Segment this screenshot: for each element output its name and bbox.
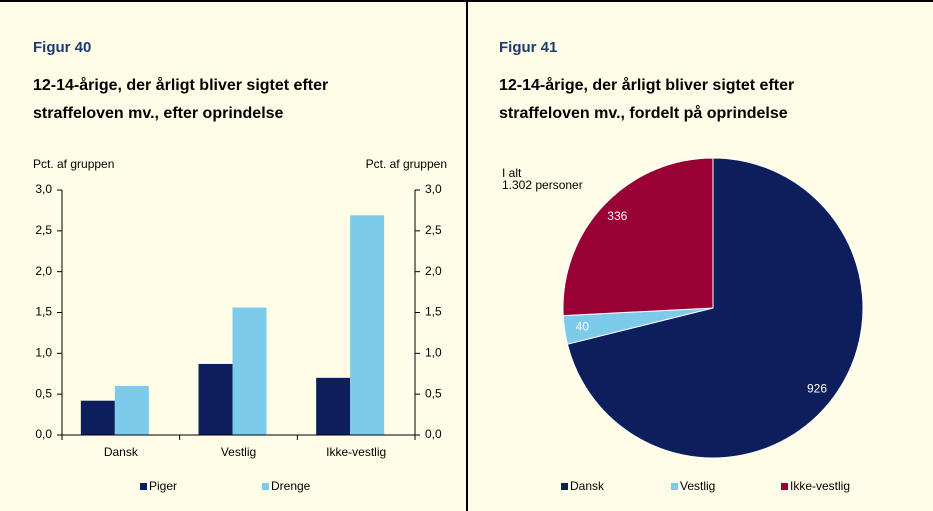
legend-label: Drenge [271,479,311,493]
y-tick-label: 2,0 [35,264,52,278]
legend-label: Vestlig [680,479,715,493]
y2-tick-label: 1,5 [425,305,442,319]
annotation: 1.302 personer [502,178,583,192]
legend-swatch [561,483,568,490]
bar [198,363,233,435]
y-tick-label: 3,0 [35,182,52,196]
y2-tick-label: 1,0 [425,346,442,360]
figure-heading: Figur 41 [499,39,557,56]
x-tick-label: Dansk [104,445,139,459]
data-label: 926 [807,381,827,395]
legend-label: Dansk [570,479,605,493]
y-axis-label: Pct. af gruppen [33,157,114,171]
chart-title: straffeloven mv., efter oprindelse [33,105,284,122]
bar [350,215,385,435]
bar [316,377,351,435]
legend-swatch [140,483,147,490]
bar [232,307,267,435]
y2-tick-label: 0,0 [425,427,442,441]
y-tick-label: 1,0 [35,346,52,360]
y2-axis-label: Pct. af gruppen [366,157,447,171]
y-tick-label: 2,5 [35,223,52,237]
legend-swatch [262,483,269,490]
legend-swatch [671,483,678,490]
bar [114,386,149,435]
legend-swatch [781,483,788,490]
figure-heading: Figur 40 [33,39,91,56]
legend-label: Piger [149,479,177,493]
x-tick-label: Vestlig [221,445,256,459]
pie-slice [566,157,864,459]
y2-tick-label: 2,5 [425,223,442,237]
chart-title: 12-14-årige, der årligt bliver sigtet ef… [499,76,794,94]
pie-slice [562,157,714,317]
annotation: I alt [502,166,522,180]
y2-tick-label: 3,0 [425,182,442,196]
chart-title: straffeloven mv., fordelt på oprindelse [499,104,788,122]
data-label: 336 [607,209,627,223]
y-tick-label: 0,0 [35,427,52,441]
chart-title: 12-14-årige, der årligt bliver sigtet ef… [33,76,328,94]
bar [80,400,115,435]
y-tick-label: 0,5 [35,386,52,400]
y2-tick-label: 2,0 [425,264,442,278]
y-tick-label: 1,5 [35,305,52,319]
legend-label: Ikke-vestlig [790,479,850,493]
y2-tick-label: 0,5 [425,386,442,400]
data-label: 40 [576,320,590,334]
x-tick-label: Ikke-vestlig [326,445,386,459]
